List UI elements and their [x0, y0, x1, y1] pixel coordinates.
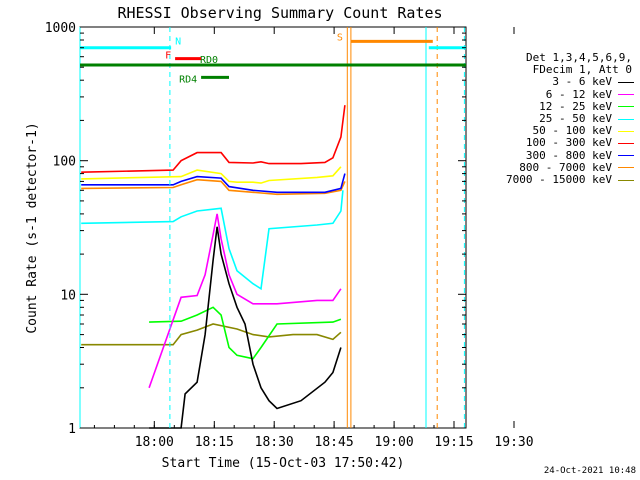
legend-swatch	[618, 106, 634, 108]
series-line-12-25-kev-0	[149, 306, 342, 360]
y-axis-label: Count Rate (s-1 detector-1)	[25, 122, 40, 333]
legend-swatch	[618, 179, 634, 181]
legend-item: 6 - 12 keV	[484, 87, 634, 101]
flag-label-s: S	[337, 32, 343, 43]
chart-legend: Det 1,3,4,5,6,9, FDecim 1, Att 0 3 - 6 k…	[484, 51, 634, 187]
x-tick-label-4: 19:00	[375, 435, 414, 450]
x-tick-label-5: 19:15	[434, 435, 473, 450]
flag-label-rd4: RD4	[179, 74, 197, 85]
legend-swatch	[618, 118, 634, 120]
legend-swatch	[618, 167, 634, 169]
chart-title: RHESSI Observing Summary Count Rates	[117, 4, 442, 22]
flag-bars: N S RD0 F RD4	[80, 32, 466, 85]
legend-item: 12 - 25 keV	[484, 99, 634, 113]
legend-swatch	[618, 94, 634, 96]
x-tick-label-3: 18:45	[315, 435, 354, 450]
series-line-100-300-kev-0	[81, 105, 346, 173]
x-axis-label: Start Time (15-Oct-03 17:50:42)	[162, 456, 405, 471]
series-line-25-50-kev-0	[81, 190, 344, 291]
flag-label-n: N	[175, 37, 181, 48]
legend-label: 6 - 12 keV	[545, 87, 612, 101]
legend-swatch	[618, 143, 634, 145]
legend-label: 25 - 50 keV	[539, 112, 612, 126]
flag-label-rd0: RD0	[200, 55, 218, 66]
y-tick-label-0: 1	[68, 422, 76, 437]
legend-item: 800 - 7000 keV	[484, 160, 634, 174]
series-line-300-800-kev-0	[81, 173, 346, 194]
legend-swatch	[618, 82, 634, 83]
legend-swatch	[618, 155, 634, 157]
legend-header-detectors: Det 1,3,4,5,6,9,	[526, 51, 632, 64]
legend-item: 3 - 6 keV	[484, 76, 634, 88]
y-tick-label-3: 1000	[45, 21, 76, 36]
legend-label: 800 - 7000 keV	[519, 160, 612, 174]
series-line-7000-15000-kev-0	[81, 323, 342, 346]
series-line-3-6-kev-0	[149, 226, 342, 429]
legend-swatch	[618, 130, 634, 132]
legend-item: 50 - 100 keV	[484, 125, 634, 137]
footer-timestamp: 24-Oct-2021 10:48	[543, 466, 636, 476]
legend-label: 3 - 6 keV	[552, 75, 612, 89]
legend-label: 12 - 25 keV	[539, 99, 612, 113]
series-line-50-100-kev-0	[81, 166, 342, 184]
plot-frame	[79, 26, 467, 429]
y-tick-label-1: 10	[60, 288, 76, 303]
series-layer	[81, 105, 346, 429]
legend-label: 100 - 300 keV	[525, 136, 612, 150]
x-tick-label-1: 18:15	[195, 435, 234, 450]
legend-item: 100 - 300 keV	[484, 137, 634, 149]
x-tick-label-6: 19:30	[494, 435, 533, 450]
legend-item: 25 - 50 keV	[484, 112, 634, 126]
vertical-markers	[79, 27, 465, 428]
x-tick-label-2: 18:30	[255, 435, 294, 450]
axes-layer: 18:00 18:15 18:30 18:45 19:00 19:15 19:30 1 10 10…	[45, 21, 534, 450]
legend-label: 300 - 800 keV	[525, 148, 612, 162]
flag-label-f: F	[165, 51, 171, 62]
legend-item: 300 - 800 keV	[484, 148, 634, 162]
legend-item: 7000 - 15000 keV	[484, 173, 634, 187]
y-tick-label-2: 100	[53, 155, 76, 170]
series-line-6-12-kev-0	[148, 213, 342, 389]
legend-header-attenuator: FDecim 1, Att 0	[532, 63, 632, 77]
legend-label: 50 - 100 keV	[532, 124, 612, 138]
series-line-800-7000-kev-0	[81, 178, 346, 196]
x-tick-label-0: 18:00	[135, 435, 174, 450]
legend-label: 7000 - 15000 keV	[506, 173, 612, 187]
